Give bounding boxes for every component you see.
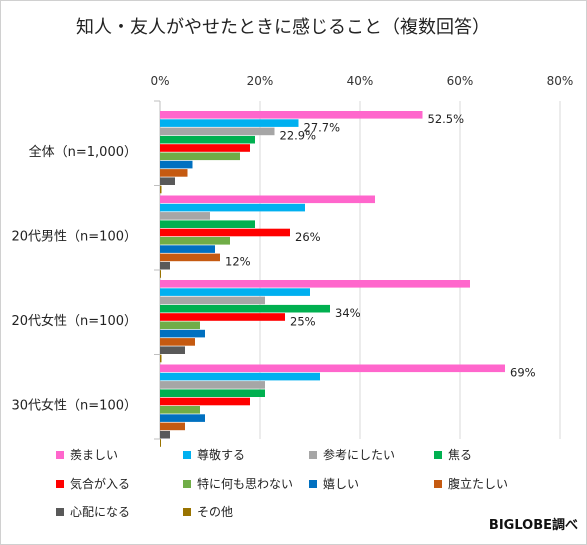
legend-swatch: [434, 480, 442, 488]
legend-label: 気合が入る: [70, 476, 130, 491]
x-tick-label: 20%: [247, 74, 274, 88]
bar: [160, 338, 195, 346]
legend-label: 心配になる: [70, 505, 130, 519]
bar: [160, 389, 265, 397]
data-label: 27.7%: [304, 120, 341, 134]
data-label: 12%: [225, 255, 251, 269]
legend-label: その他: [197, 505, 233, 519]
bar: [160, 406, 200, 414]
x-tick-label: 80%: [547, 74, 574, 88]
category-labels: 全体（n=1,000） 20代男性（n=100） 20代女性（n=100） 30代女性…: [12, 144, 138, 414]
bar: [160, 169, 188, 177]
bar: [160, 329, 205, 338]
legend-label: 羨ましい: [70, 448, 118, 462]
bar: [160, 185, 162, 194]
bar: [160, 228, 290, 237]
legend-label: 尊敬する: [197, 447, 245, 462]
bar: [160, 288, 310, 296]
bar: [160, 203, 305, 212]
x-axis-ticks: 0% 20% 40% 60% 80%: [150, 74, 573, 88]
bar: [160, 253, 220, 262]
bar: [160, 364, 505, 373]
data-label: 25%: [290, 314, 316, 328]
bar: [160, 354, 162, 363]
category-label: 全体（n=1,000）: [29, 144, 137, 160]
bar: [160, 381, 265, 389]
legend-swatch: [56, 508, 64, 516]
legend-label: 参考にしたい: [323, 447, 395, 462]
bar: [160, 212, 210, 220]
legend-swatch: [56, 451, 64, 459]
bar: [160, 237, 230, 245]
legend-swatch: [183, 480, 191, 488]
bar: [160, 414, 205, 422]
data-label: 69%: [510, 366, 536, 380]
chart-title: 知人・友人がやせたときに感じること（複数回答）: [76, 17, 490, 38]
bar: [160, 296, 265, 305]
bar: [160, 422, 185, 431]
bar: [160, 321, 200, 330]
category-label: 20代男性（n=100）: [12, 230, 138, 245]
bar: [160, 135, 255, 144]
bar: [160, 152, 240, 161]
bar: [160, 280, 470, 288]
source-credit: BIGLOBE調べ: [489, 517, 578, 533]
legend-label: 焦る: [448, 448, 472, 462]
legend-label: 特に何も思わない: [197, 476, 293, 491]
bar: [160, 245, 215, 253]
bar: [160, 313, 285, 321]
bars: [160, 111, 505, 447]
bar: [160, 372, 320, 381]
data-labels: 52.5% 27.7%22.9% 26% 12% 34% 25% 69%: [225, 112, 536, 380]
legend-swatch: [56, 480, 64, 488]
bar: [160, 304, 330, 313]
bar: [160, 439, 161, 447]
legend-label: 嬉しい: [323, 477, 359, 491]
bar: [160, 397, 250, 406]
bar: [160, 346, 185, 354]
data-label: 22.9%: [280, 129, 317, 143]
legend-swatch: [309, 451, 317, 459]
legend-swatch: [309, 480, 317, 488]
x-tick-label: 60%: [447, 74, 474, 88]
bar: [160, 119, 299, 127]
data-label: 34%: [335, 306, 361, 320]
x-tick-label: 0%: [150, 74, 169, 88]
category-label: 30代女性（n=100）: [12, 398, 138, 414]
bar: [160, 261, 170, 270]
bar: [160, 127, 275, 136]
data-label: 52.5%: [428, 112, 465, 126]
legend-swatch: [183, 508, 191, 516]
bar: [160, 160, 193, 169]
bar: [160, 220, 255, 228]
bar: [160, 270, 161, 278]
legend-swatch: [434, 451, 442, 459]
x-tick-label: 40%: [347, 74, 374, 88]
bar: [160, 144, 250, 152]
bar: [160, 111, 423, 119]
legend-swatch: [183, 451, 191, 459]
data-label: 26%: [295, 230, 321, 244]
bar: [160, 177, 175, 185]
bar: [160, 195, 375, 204]
legend-label: 腹立たしい: [448, 476, 508, 491]
category-label: 20代女性（n=100）: [12, 313, 138, 329]
bar: [160, 430, 170, 439]
